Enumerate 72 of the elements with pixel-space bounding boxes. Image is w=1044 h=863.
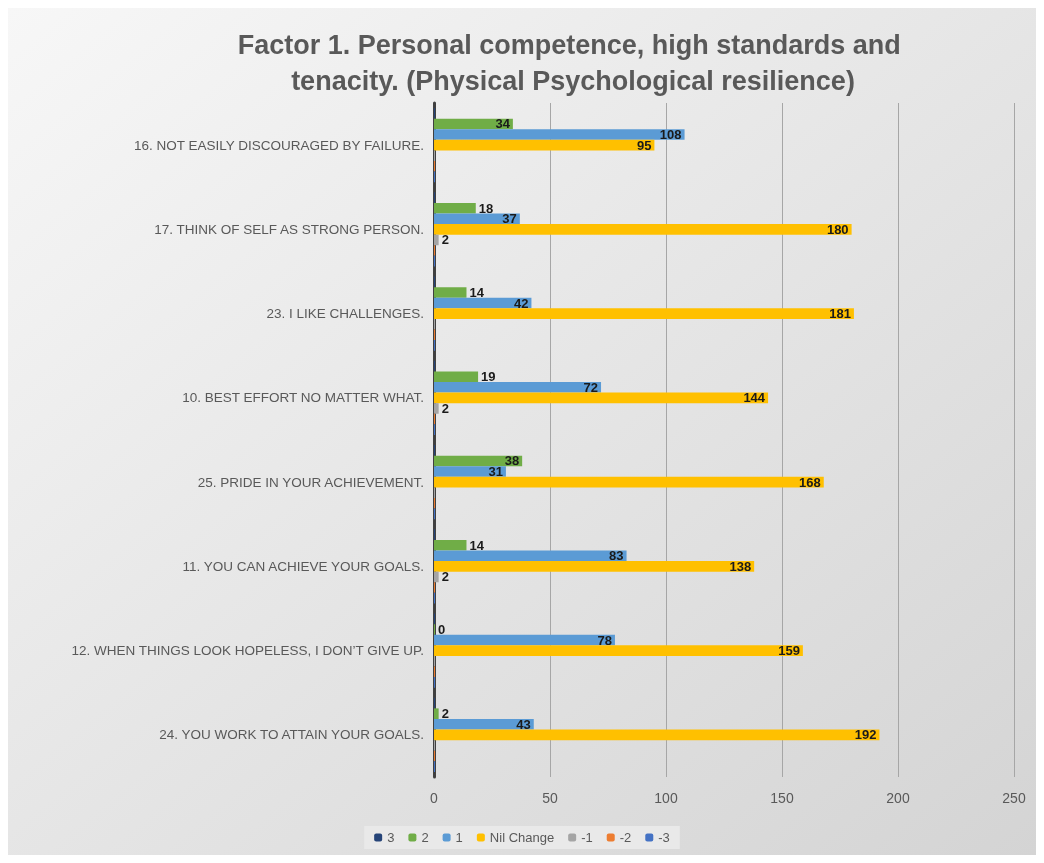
bar (434, 371, 479, 382)
data-label: 192 (854, 727, 877, 743)
bar (434, 129, 685, 140)
legend-label: Nil Change (489, 830, 555, 845)
bar (434, 392, 769, 404)
data-label: 31 (488, 464, 503, 480)
data-label: 72 (583, 379, 599, 395)
data-label: 144 (743, 390, 766, 406)
y-tick-label: 16. NOT EASILY DISCOURAGED BY FAILURE. (133, 137, 424, 153)
legend-label: 3 (387, 830, 395, 845)
bar (434, 561, 755, 572)
bar (434, 234, 439, 246)
data-label: 138 (729, 558, 752, 574)
legend-label: 1 (455, 830, 463, 845)
y-tick-label: 17. THINK OF SELF AS STRONG PERSON. (154, 221, 424, 237)
data-label: 38 (504, 453, 520, 469)
data-label: 37 (502, 211, 517, 227)
bar (434, 645, 803, 656)
y-tick-label: 11. YOU CAN ACHIEVE YOUR GOALS. (182, 558, 424, 574)
bar (434, 213, 520, 225)
bar (434, 202, 476, 214)
data-label: 108 (659, 127, 682, 143)
bar (434, 403, 439, 414)
legend-label: -3 (658, 830, 670, 845)
data-label: 14 (469, 537, 485, 553)
x-tick-label: 0 (430, 790, 439, 806)
bar (434, 718, 534, 730)
data-label: 0 (438, 621, 446, 637)
data-label: 2 (441, 569, 449, 585)
chart-title: Factor 1. Personal competence, high standards and tenacity. (Physical Psychological resilience) (237, 30, 909, 96)
data-label: 19 (481, 369, 496, 385)
x-tick-label: 250 (1002, 790, 1026, 806)
data-label: 42 (513, 295, 529, 311)
y-tick-label: 24. YOU WORK TO ATTAIN YOUR GOALS. (159, 727, 424, 743)
x-tick-label: 150 (770, 790, 794, 806)
legend-label: -2 (619, 830, 632, 845)
data-label: 78 (597, 632, 612, 648)
data-label: 168 (799, 474, 821, 490)
data-label: 83 (609, 548, 624, 564)
data-label: 180 (826, 221, 849, 237)
data-label: 18 (478, 200, 494, 216)
data-label: 2 (441, 706, 449, 722)
data-label: 95 (636, 137, 652, 153)
y-tick-label: 25. PRIDE IN YOUR ACHIEVEMENT. (197, 474, 424, 490)
bar (434, 708, 439, 719)
bar (434, 550, 627, 562)
legend-label: -1 (581, 830, 593, 845)
data-label: 159 (778, 643, 800, 659)
bar (434, 287, 467, 298)
x-tick-label: 100 (654, 790, 678, 806)
y-tick-label: 12. WHEN THINGS LOOK HOPELESS, I DON’T GIVE UP. (71, 643, 424, 659)
data-label: 2 (441, 400, 449, 416)
data-label: 43 (516, 716, 531, 732)
legend-label: 2 (421, 830, 429, 845)
bar (434, 634, 615, 646)
data-label: 34 (495, 116, 511, 132)
bar (434, 224, 852, 235)
x-tick-label: 50 (542, 790, 558, 806)
y-tick-label: 10. BEST EFFORT NO MATTER WHAT. (182, 390, 424, 406)
data-label: 14 (469, 284, 485, 300)
data-label: 2 (441, 232, 449, 248)
x-tick-label: 200 (886, 790, 910, 806)
data-label: 181 (829, 306, 851, 322)
y-tick-label: 23. I LIKE CHALLENGES. (266, 306, 424, 322)
bar (434, 466, 506, 477)
bar (434, 308, 854, 319)
bar (434, 476, 824, 488)
bar (434, 729, 880, 741)
bar (434, 139, 655, 151)
bar (434, 381, 602, 393)
bar (434, 539, 467, 551)
bar (434, 571, 439, 583)
